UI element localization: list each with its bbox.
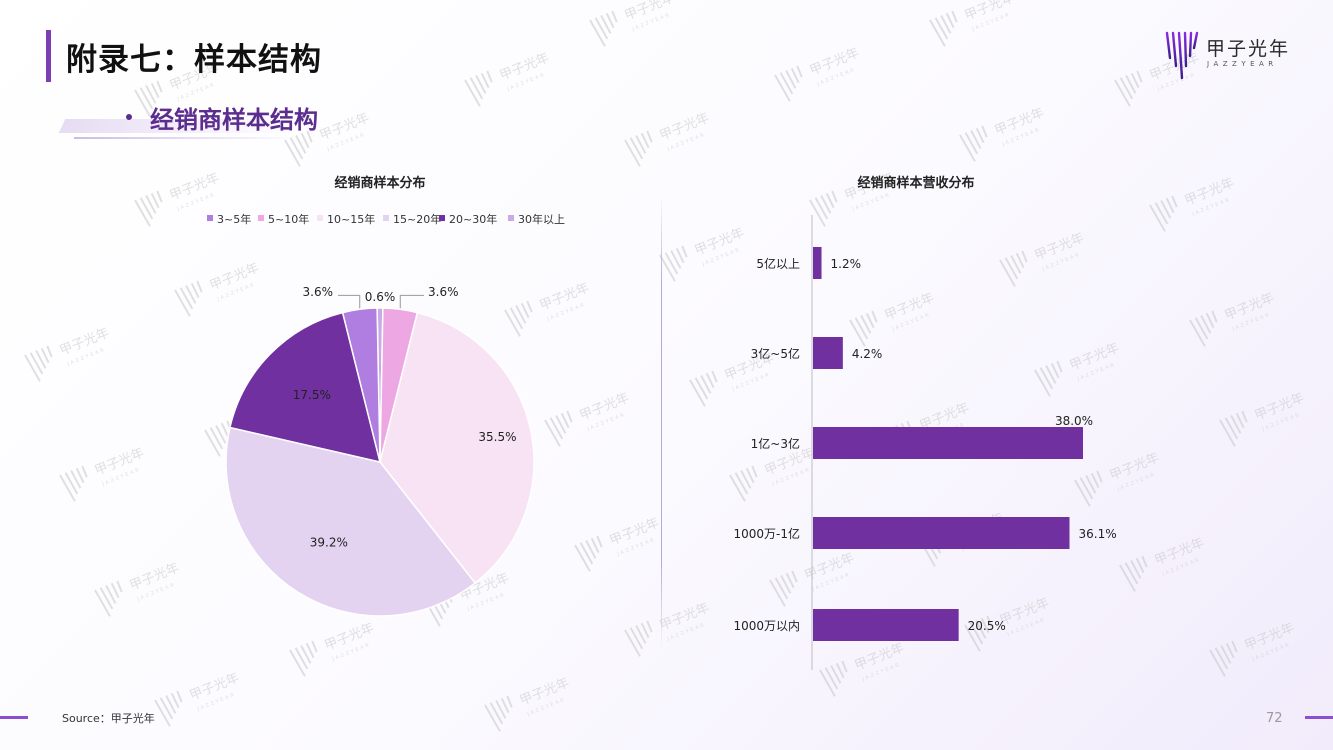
brand-logo: 甲子光年 JAZZYEAR xyxy=(1164,30,1294,82)
pie-chart-title: 经销商样本分布 xyxy=(334,175,425,191)
pie-data-label: 39.2% xyxy=(310,536,348,550)
bar-data-label: 20.5% xyxy=(968,619,1006,633)
legend-label: 15~20年 xyxy=(393,212,441,226)
bar-row: 1000万以内 20.5% xyxy=(733,609,1006,641)
legend-swatch xyxy=(317,215,323,221)
corner-line-left xyxy=(0,716,28,719)
logo-subtext: JAZZYEAR xyxy=(1207,60,1278,68)
page-number: 72 xyxy=(1266,711,1283,726)
bar-category-label: 3亿~5亿 xyxy=(751,346,800,361)
section-subtitle: 经销商样本结构 xyxy=(150,106,318,134)
chart-divider xyxy=(661,195,662,650)
legend-label: 30年以上 xyxy=(518,212,565,226)
bar-row: 3亿~5亿 4.2% xyxy=(751,337,883,369)
pie-leader-line xyxy=(399,294,424,309)
legend-item: 5~10年 xyxy=(258,212,309,226)
logo-text: 甲子光年 xyxy=(1206,38,1291,60)
pie-slice xyxy=(341,307,381,463)
pie-labels: 35.5% 39.2% 17.5% 3.6% 0.6% 3.6% xyxy=(293,285,517,550)
bar-data-label: 1.2% xyxy=(831,257,862,271)
legend-item: 15~20年 xyxy=(383,212,441,226)
bar-items: 5亿以上 1.2% 3亿~5亿 4.2% 1亿~3亿 38.0% 1000万-1亿 36.1%… xyxy=(733,247,1117,641)
bar xyxy=(813,517,1070,549)
legend-item: 10~15年 xyxy=(317,212,375,226)
page-title: 附录七：样本结构 xyxy=(66,42,322,78)
bar-data-label: 38.0% xyxy=(1055,414,1093,428)
pie-data-label: 3.6% xyxy=(428,285,459,299)
bar-category-label: 1000万以内 xyxy=(733,619,800,633)
bar-category-label: 1000万-1亿 xyxy=(733,526,800,541)
bar-chart: 经销商样本营收分布 5亿以上 1.2% 3亿~5亿 4.2% 1亿~3亿 38.0% 100… xyxy=(733,175,1117,670)
source-note: Source：甲子光年 xyxy=(62,712,155,725)
legend-label: 20~30年 xyxy=(449,212,497,226)
bar-row: 1000万-1亿 36.1% xyxy=(733,517,1117,549)
bar xyxy=(813,247,822,279)
legend-swatch xyxy=(508,215,514,221)
bar-category-label: 5亿以上 xyxy=(756,256,800,271)
bar-data-label: 4.2% xyxy=(852,347,883,361)
legend-swatch xyxy=(258,215,264,221)
subtitle-bullet xyxy=(126,114,132,120)
bar xyxy=(813,609,959,641)
legend-label: 10~15年 xyxy=(327,212,375,226)
legend-item: 3~5年 xyxy=(207,212,251,226)
bar-data-label: 36.1% xyxy=(1079,527,1117,541)
legend-swatch xyxy=(207,215,213,221)
logo-icon xyxy=(1165,31,1199,80)
pie-data-label: 0.6% xyxy=(365,290,396,304)
legend-swatch xyxy=(383,215,389,221)
pie-data-label: 35.5% xyxy=(478,430,516,444)
pie-legend: 3~5年 5~10年 10~15年 15~20年 20~30年 30年以上 xyxy=(207,212,565,226)
bar xyxy=(813,427,1083,459)
pie-slice xyxy=(229,311,382,464)
legend-item: 20~30年 xyxy=(439,212,497,226)
legend-label: 5~10年 xyxy=(268,212,309,226)
legend-label: 3~5年 xyxy=(217,212,251,226)
legend-item: 30年以上 xyxy=(508,212,565,226)
bar-row: 1亿~3亿 38.0% xyxy=(751,414,1093,459)
pie-data-label: 17.5% xyxy=(293,388,331,402)
pie-leader-line xyxy=(338,294,361,309)
pie-data-label: 3.6% xyxy=(303,285,334,299)
bar-category-label: 1亿~3亿 xyxy=(751,436,800,451)
bar xyxy=(813,337,843,369)
pie-slice xyxy=(225,426,477,617)
corner-line-right xyxy=(1305,716,1333,719)
pie-chart: 经销商样本分布 3~5年 5~10年 10~15年 15~20年 20~30年 30年以上… xyxy=(207,175,565,617)
bar-chart-title: 经销商样本营收分布 xyxy=(857,175,974,191)
subtitle-decoration xyxy=(58,119,299,141)
pie-slices xyxy=(225,307,535,617)
title-accent-bar xyxy=(46,30,51,82)
bar-row: 5亿以上 1.2% xyxy=(756,247,861,279)
legend-swatch xyxy=(439,215,445,221)
pie-slice xyxy=(379,311,535,585)
